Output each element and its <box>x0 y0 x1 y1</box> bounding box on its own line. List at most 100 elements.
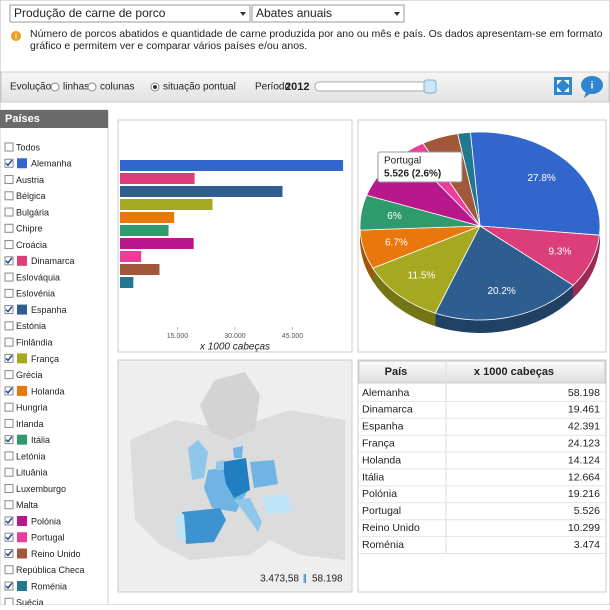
checkmark <box>5 550 13 557</box>
country-spain <box>182 508 226 544</box>
radio-dot <box>153 85 157 89</box>
pie-label: 27.8% <box>527 173 555 184</box>
bar <box>120 238 194 249</box>
checkmark <box>5 517 13 525</box>
header-cell: País <box>385 366 408 378</box>
tooltip-title: Portugal <box>384 156 421 167</box>
pie-label: 6.7% <box>385 238 408 249</box>
checkbox[interactable] <box>4 223 14 233</box>
color-swatch <box>17 581 27 592</box>
country-label: Portugal <box>31 533 65 543</box>
radio[interactable] <box>50 82 60 92</box>
cell: Reino Unido <box>362 522 420 534</box>
fullscreen-button[interactable] <box>554 77 572 95</box>
country-label: Suécia <box>16 598 44 605</box>
checkbox[interactable] <box>4 142 14 152</box>
cell: 14.124 <box>568 454 600 466</box>
checkbox[interactable] <box>4 467 14 477</box>
country-label: Estónia <box>16 321 46 331</box>
color-swatch <box>17 255 27 266</box>
cell: Portugal <box>362 505 401 517</box>
slider-handle[interactable] <box>423 79 437 94</box>
table-header <box>358 360 606 384</box>
cell: Polónia <box>362 488 397 500</box>
country-label: Roménia <box>31 581 67 591</box>
checkbox[interactable] <box>4 321 14 331</box>
country-portugal <box>176 514 186 540</box>
checkbox[interactable] <box>4 597 14 607</box>
color-swatch <box>17 515 27 526</box>
country-label: Irlanda <box>16 419 44 429</box>
period-slider[interactable] <box>314 81 436 92</box>
cell: 42.391 <box>568 421 600 433</box>
pie-label: 9.3% <box>549 246 572 257</box>
checkbox[interactable] <box>4 451 14 461</box>
country-label: Todos <box>16 142 41 152</box>
help-button[interactable] <box>581 76 603 94</box>
checkbox[interactable] <box>4 207 14 217</box>
map-legend-min: 3.473,58 <box>260 574 299 585</box>
checkbox[interactable] <box>4 370 14 380</box>
map: 3.473,58 58.198 <box>130 372 345 585</box>
country-label: Grécia <box>16 370 43 380</box>
country-label: Bulgária <box>16 207 49 217</box>
cell: Roménia <box>362 539 404 551</box>
land <box>200 372 260 440</box>
checkbox[interactable] <box>4 175 14 185</box>
pie-slice <box>457 131 481 227</box>
header-cell: x 1000 cabeças <box>474 366 554 378</box>
checkmark <box>5 306 13 313</box>
tooltip <box>377 151 463 183</box>
radio[interactable] <box>87 82 97 92</box>
checkbox[interactable] <box>4 500 14 510</box>
checkbox[interactable] <box>4 240 14 250</box>
cell: Espanha <box>362 421 404 433</box>
checkbox[interactable] <box>4 418 14 428</box>
bar <box>120 251 142 262</box>
country-label: Espanha <box>31 305 67 315</box>
sidebar-header <box>0 110 108 128</box>
checkbox[interactable] <box>4 191 14 201</box>
select-measure-text: Abates anuais <box>256 6 332 20</box>
select-indicator[interactable] <box>9 4 251 23</box>
checkmark <box>5 257 13 264</box>
bar <box>120 277 134 288</box>
country-label: Chipre <box>16 224 43 234</box>
toolbar <box>0 71 610 103</box>
cell: 10.299 <box>568 522 600 534</box>
checkbox[interactable] <box>4 272 14 282</box>
checkbox[interactable] <box>4 565 14 575</box>
cell: Dinamarca <box>362 404 413 416</box>
checkmark <box>5 582 13 590</box>
country-label: Austria <box>16 175 44 185</box>
bar <box>120 160 344 171</box>
checkbox[interactable] <box>4 337 14 347</box>
country-label: Reino Unido <box>31 549 81 559</box>
info-line: Número de porcos abatidos e quantidade d… <box>30 28 603 40</box>
map-legend-bar <box>303 574 306 583</box>
x-tick-label: 30.000 <box>224 333 246 340</box>
tooltip-text: 5.526 (2.6%) <box>384 169 441 180</box>
checkbox[interactable] <box>4 402 14 412</box>
checkbox[interactable] <box>4 483 14 493</box>
country-denmark <box>233 446 243 458</box>
bar <box>120 225 169 236</box>
checkmark <box>5 533 13 541</box>
cell: Itália <box>362 471 384 483</box>
country-germany <box>222 458 250 498</box>
cell: 58.198 <box>568 387 600 399</box>
country-label: Malta <box>16 500 38 510</box>
pie-label: 11.5% <box>408 270 436 281</box>
select-measure[interactable] <box>251 4 405 23</box>
color-swatch <box>17 385 27 396</box>
country-italy <box>234 498 262 532</box>
bar <box>120 264 160 275</box>
info-line: gráfico e permitem ver e comparar vários… <box>30 40 307 52</box>
pie-label: 6% <box>387 211 402 222</box>
map-legend-max: 58.198 <box>312 574 343 585</box>
help-glyph: i <box>591 81 594 92</box>
country-label: Bélgica <box>16 191 46 201</box>
checkbox[interactable] <box>4 288 14 298</box>
